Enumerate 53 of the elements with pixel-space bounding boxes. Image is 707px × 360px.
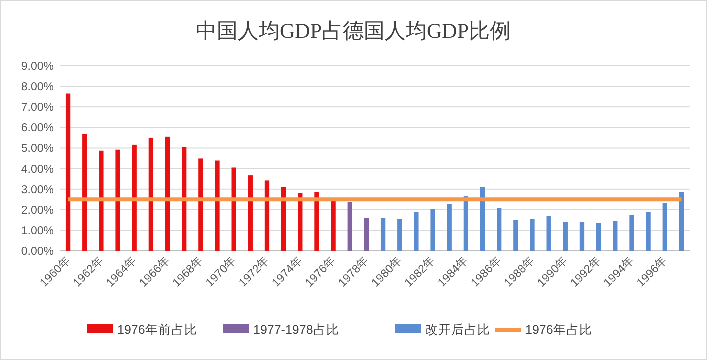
bar [497, 208, 502, 251]
legend-label: 改开后占比 [426, 323, 490, 337]
legend-label: 1976年前占比 [118, 323, 198, 337]
bar [662, 203, 668, 251]
bar [148, 138, 154, 251]
chart-title: 中国人均GDP占德国人均GDP比例 [196, 19, 512, 43]
bar [380, 218, 386, 251]
bar [182, 146, 187, 251]
legend-label: 1977-1978占比 [254, 323, 340, 337]
bar [464, 196, 469, 251]
bar [264, 180, 270, 251]
y-tick-label: 1.00% [21, 225, 54, 238]
bar [480, 187, 486, 251]
y-tick-label: 2.00% [21, 204, 54, 217]
y-tick-label: 8.00% [21, 82, 54, 94]
bar [314, 192, 320, 251]
y-tick-label: 7.00% [21, 102, 54, 114]
bar [514, 220, 518, 251]
y-tick-label: 4.00% [21, 164, 54, 176]
bar [613, 221, 618, 251]
y-tick-label: 0.00% [21, 246, 54, 258]
bar [596, 223, 602, 251]
y-tick-label: 5.00% [21, 143, 54, 156]
bar [580, 222, 585, 251]
y-tick-label: 9.00% [21, 61, 54, 73]
bar [281, 187, 286, 251]
bar [546, 216, 552, 251]
bar [414, 212, 419, 251]
bar [679, 192, 684, 251]
bar [430, 209, 436, 251]
bar [132, 144, 137, 251]
y-tick-label: 6.00% [21, 122, 54, 135]
legend-label: 1976年占比 [526, 323, 592, 337]
bar [248, 176, 253, 251]
bar [348, 202, 352, 251]
bar [116, 150, 120, 251]
bar [630, 215, 634, 251]
bar [530, 219, 535, 251]
bar [198, 158, 204, 251]
bar [165, 136, 170, 251]
bar [331, 200, 336, 251]
bar [215, 160, 220, 251]
y-tick-label: 3.00% [21, 184, 54, 196]
bar [82, 134, 88, 251]
bar [232, 168, 236, 251]
bar [398, 219, 402, 251]
bar [563, 222, 568, 251]
bar [447, 204, 452, 251]
bar [66, 94, 71, 251]
bar [99, 150, 104, 251]
bar [298, 193, 303, 251]
bar [364, 218, 370, 251]
bar [646, 212, 651, 251]
